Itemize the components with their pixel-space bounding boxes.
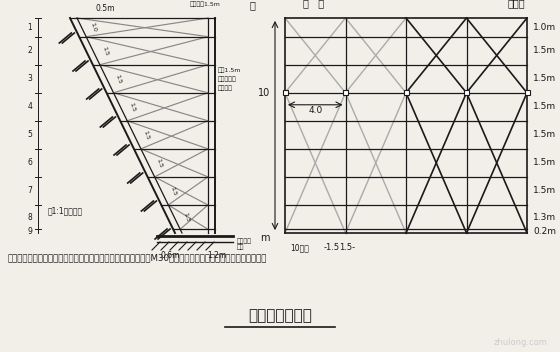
- Text: 施工脚手架简图: 施工脚手架简图: [248, 308, 312, 323]
- Text: 1.2m: 1.2m: [207, 251, 227, 260]
- Text: 4.0: 4.0: [308, 106, 323, 115]
- Text: 1.5: 1.5: [170, 186, 177, 196]
- Text: 1.5: 1.5: [156, 157, 164, 168]
- Text: 10: 10: [258, 88, 270, 98]
- Text: zhulong.com: zhulong.com: [494, 338, 548, 347]
- Bar: [464, 90, 469, 95]
- Bar: [404, 90, 408, 95]
- Text: 马   道: 马 道: [303, 0, 324, 8]
- Text: 1.5m: 1.5m: [533, 187, 556, 195]
- Text: 10单根: 10单根: [290, 243, 309, 252]
- Text: 2: 2: [27, 46, 32, 55]
- Text: 1.0m: 1.0m: [533, 23, 556, 32]
- Text: 5: 5: [27, 130, 32, 139]
- Text: 1.5: 1.5: [115, 73, 123, 84]
- Text: 6: 6: [27, 158, 32, 168]
- Text: 0.2m: 0.2m: [533, 227, 556, 235]
- Text: 1.5m: 1.5m: [533, 102, 556, 111]
- Text: 0.6m: 0.6m: [160, 251, 180, 260]
- Text: 架距1.5m: 架距1.5m: [218, 68, 241, 73]
- Text: 3: 3: [27, 74, 32, 83]
- Text: 实际测量: 实际测量: [218, 86, 233, 91]
- Text: 1: 1: [27, 23, 32, 32]
- Bar: [282, 90, 287, 95]
- Text: 注：人工对基础扰动部分进行清理平整，清理后的回坑处，采用M30水泥砂浆填平，确保脚手架基础坚固稳定。: 注：人工对基础扰动部分进行清理平整，清理后的回坑处，采用M30水泥砂浆填平，确保…: [8, 253, 267, 262]
- Text: -1.5: -1.5: [323, 243, 339, 252]
- Text: 马: 马: [249, 0, 255, 10]
- Text: 9: 9: [27, 227, 32, 235]
- Text: 柱距根据图: 柱距根据图: [218, 77, 237, 82]
- Text: 1.5: 1.5: [128, 101, 136, 112]
- Text: 0.5m: 0.5m: [95, 4, 114, 13]
- Text: 1.3: 1.3: [182, 212, 190, 222]
- Text: 1.5m: 1.5m: [533, 74, 556, 83]
- Text: 竖杆间距1.5m: 竖杆间距1.5m: [190, 1, 221, 7]
- Text: 马　道: 马 道: [507, 0, 525, 8]
- Text: 8: 8: [27, 213, 32, 222]
- Text: 1.5-: 1.5-: [339, 243, 356, 252]
- Text: 1.5m: 1.5m: [533, 158, 556, 168]
- Bar: [343, 90, 348, 95]
- Text: 4: 4: [27, 102, 32, 111]
- Text: 1.5: 1.5: [101, 45, 109, 56]
- Text: m: m: [260, 233, 270, 243]
- Text: 桩基承台
底部: 桩基承台 底部: [237, 238, 252, 250]
- Text: 1.5m: 1.5m: [533, 130, 556, 139]
- Text: 1.0: 1.0: [90, 22, 97, 33]
- Text: 1.5m: 1.5m: [533, 46, 556, 55]
- Text: 坡1:1放坡设计: 坡1:1放坡设计: [48, 206, 83, 215]
- Bar: [525, 90, 530, 95]
- Text: 1.5: 1.5: [142, 130, 150, 140]
- Text: 1.3m: 1.3m: [533, 213, 556, 222]
- Text: 7: 7: [27, 187, 32, 195]
